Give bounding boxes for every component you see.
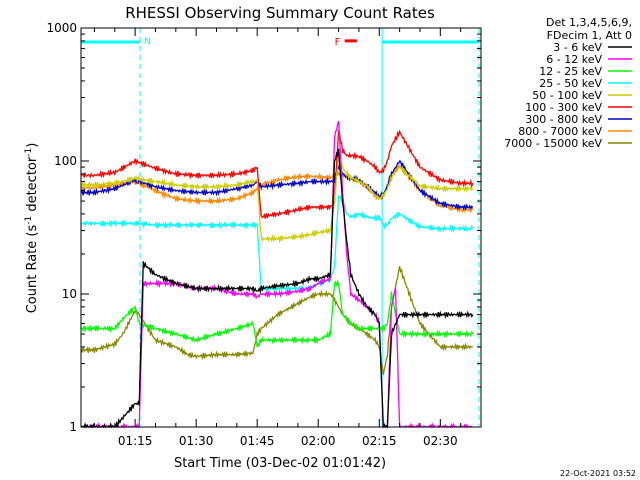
y-axis-label-mid: detector [25, 156, 40, 216]
x-tick-label-5: 02:30 [423, 434, 458, 448]
legend-header-2: FDecim 1, Att 0 [547, 29, 632, 42]
series-line-5 [80, 129, 474, 219]
series-line-4 [80, 154, 474, 244]
y-axis-label-main: Count Rate (s [25, 225, 40, 314]
x-tick-label-3: 02:00 [301, 434, 336, 448]
legend-label-5: 100 - 300 keV [525, 101, 602, 114]
footer-date: 22-Oct-2021 03:52 [560, 469, 636, 478]
series-line-6 [80, 160, 474, 211]
y-axis-label-end: ) [25, 143, 40, 148]
y-tick-label-1: 10 [62, 287, 77, 301]
series-line-2 [80, 278, 474, 348]
legend-label-3: 25 - 50 keV [539, 77, 602, 90]
plot-area: N F 1 10 100 1000 01:15 01:30 01:45 02:00 02:15 02:… [46, 21, 482, 448]
legend-label-8: 7000 - 15000 keV [504, 137, 602, 150]
legend-label-7: 800 - 7000 keV [518, 125, 602, 138]
y-tick-label-2: 100 [54, 154, 77, 168]
legend-label-1: 6 - 12 keV [546, 53, 602, 66]
legend-label-0: 3 - 6 keV [553, 41, 602, 54]
legend-label-2: 12 - 25 keV [539, 65, 602, 78]
y-axis-label-sup2: -1 [24, 148, 34, 157]
legend: Det 1,3,4,5,6,9, FDecim 1, Att 0 3 - 6 k… [504, 16, 632, 150]
x-tick-label-4: 02:15 [362, 434, 397, 448]
y-tick-label-3: 1000 [46, 21, 77, 35]
night-bar-label-0: N [144, 37, 151, 47]
flare-marker-label: F [335, 37, 341, 48]
legend-label-6: 300 - 800 keV [525, 113, 602, 126]
x-tick-label-1: 01:30 [179, 434, 214, 448]
y-axis-label: Count Rate (s-1 detector-1) [24, 143, 40, 314]
series-line-0 [80, 148, 474, 429]
x-tick-label-0: 01:15 [118, 434, 153, 448]
x-axis-label: Start Time (03-Dec-02 01:01:42) [174, 456, 386, 471]
legend-header-1: Det 1,3,4,5,6,9, [546, 16, 632, 29]
chart-title: RHESSI Observing Summary Count Rates [125, 4, 435, 22]
y-tick-label-0: 1 [69, 420, 77, 434]
plot-frame [80, 27, 482, 428]
series-line-3 [80, 195, 474, 294]
x-tick-label-2: 01:45 [240, 434, 275, 448]
y-axis-label-sup1: -1 [24, 216, 34, 225]
legend-label-4: 50 - 100 keV [532, 89, 602, 102]
